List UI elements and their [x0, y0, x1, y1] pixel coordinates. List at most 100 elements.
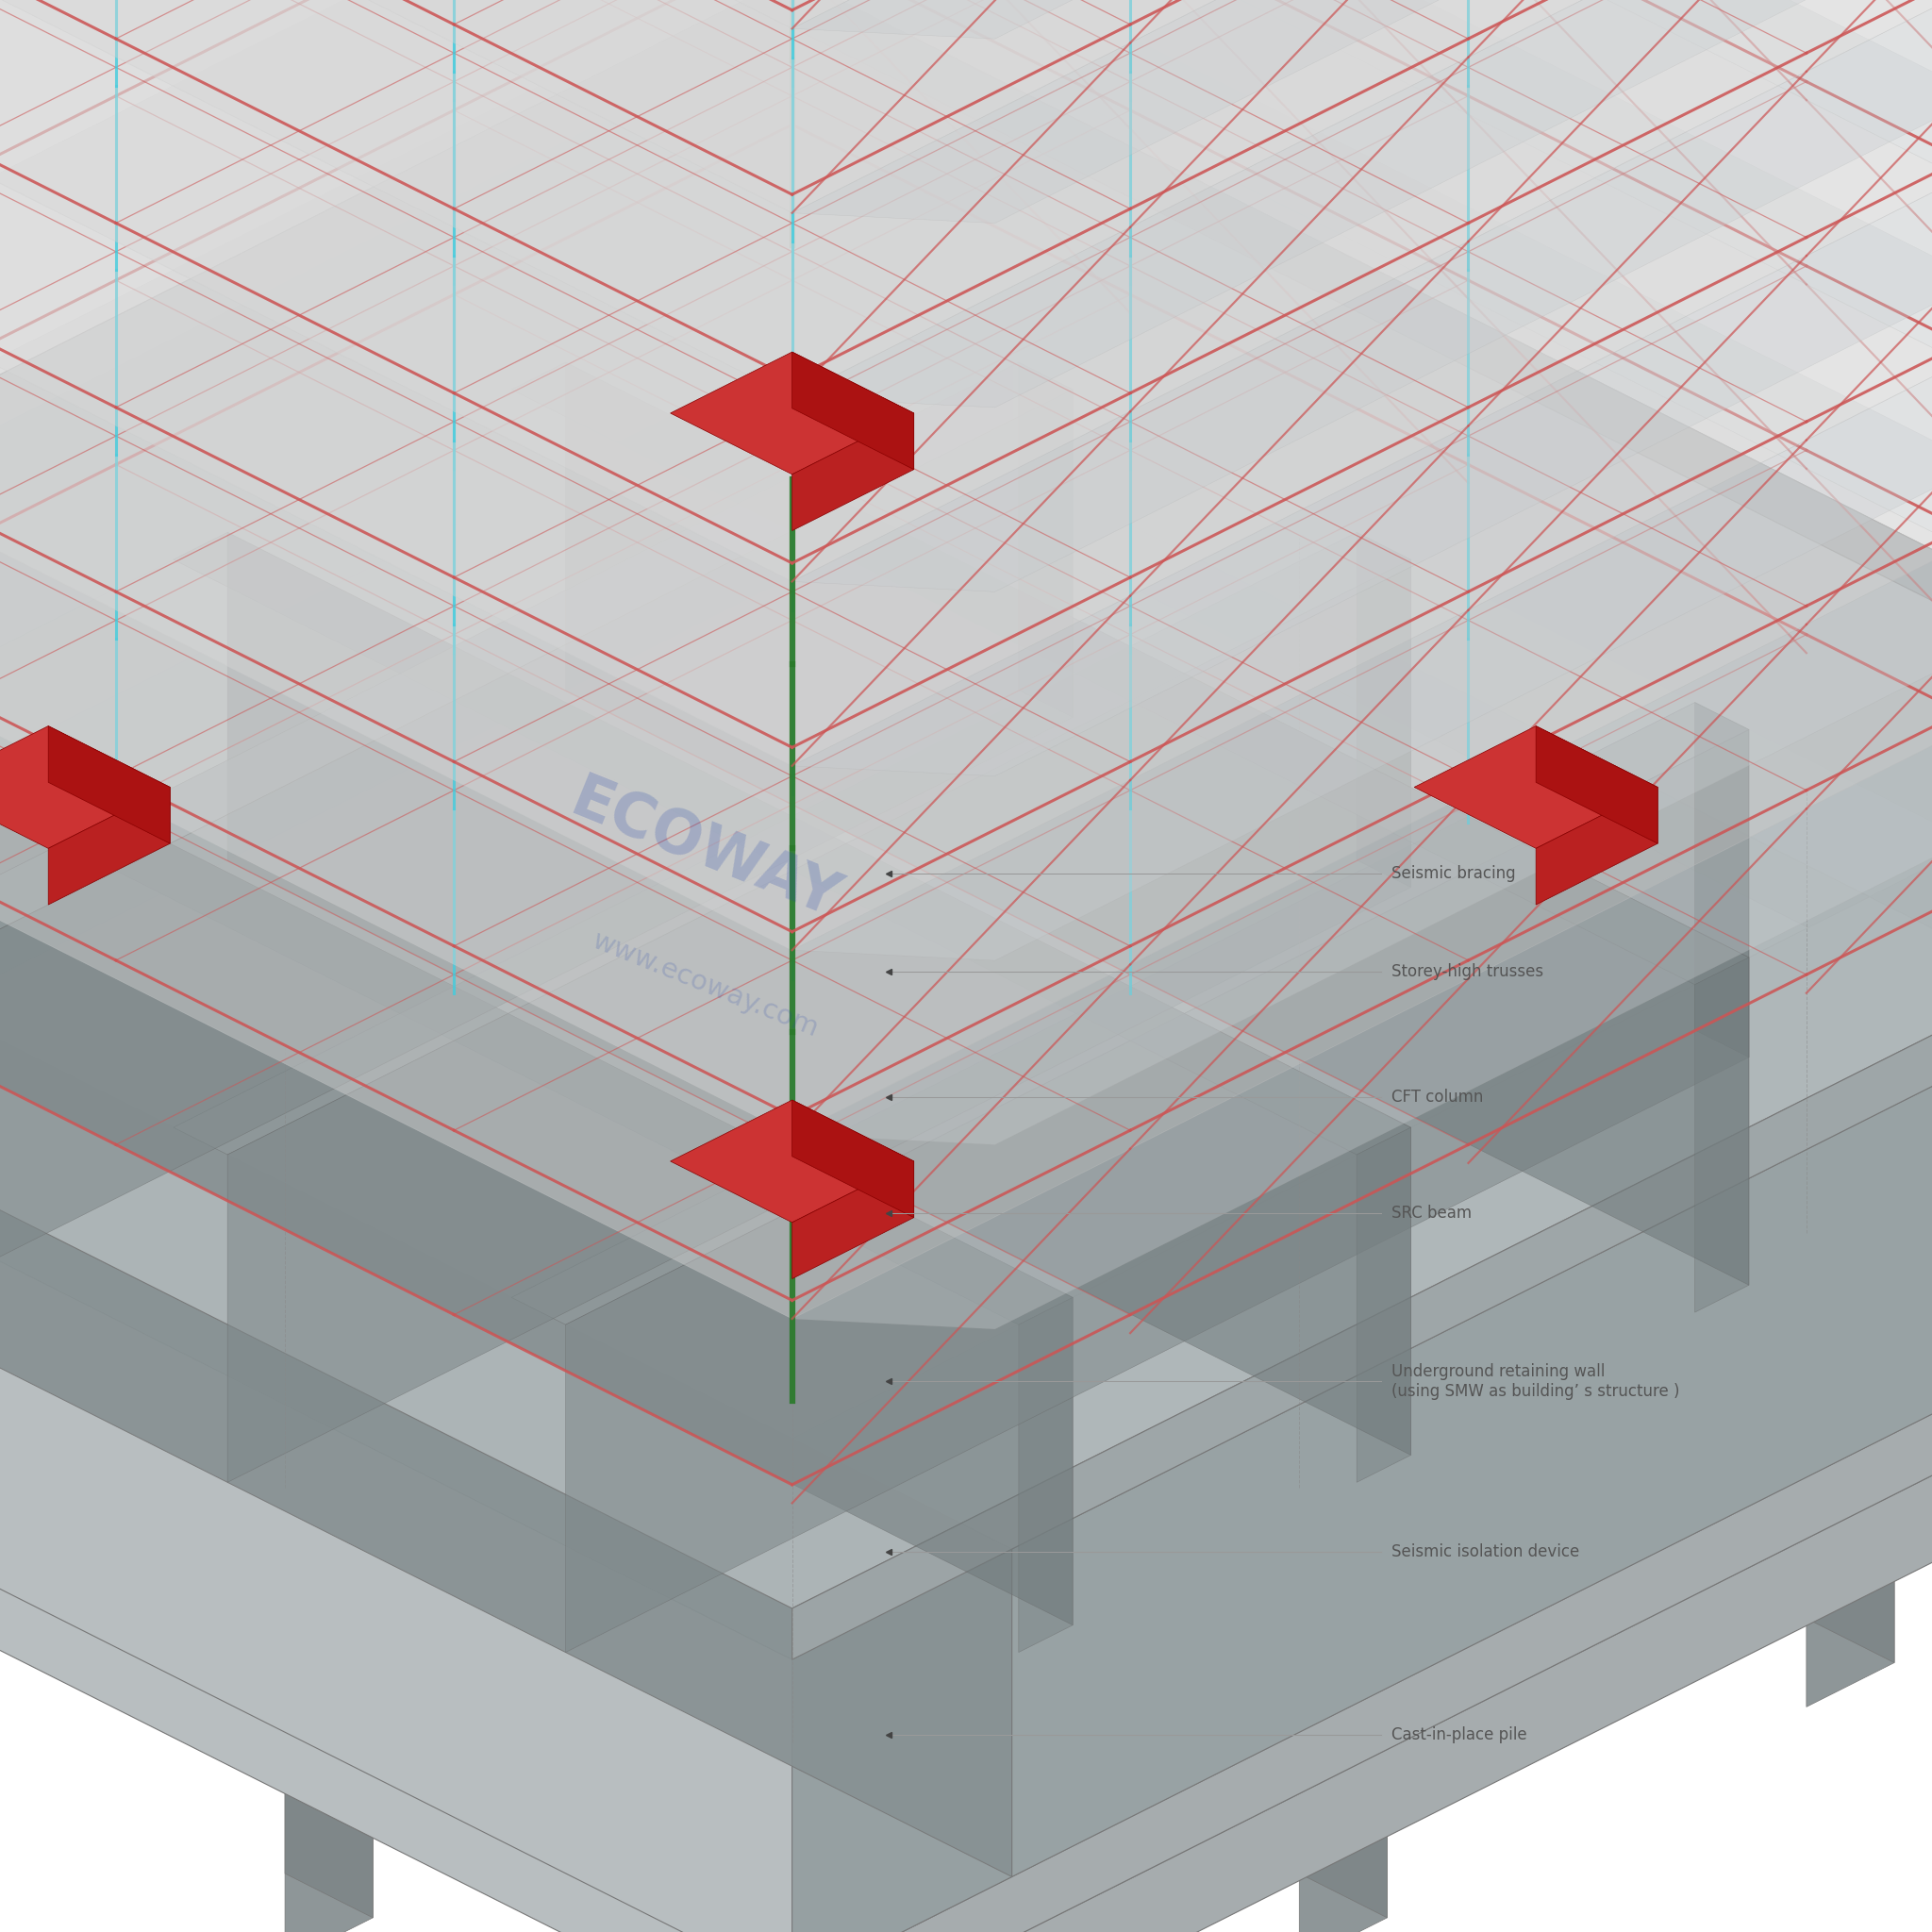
Text: Cast-in-place pile: Cast-in-place pile [1391, 1727, 1526, 1743]
Polygon shape [792, 804, 879, 1196]
Polygon shape [792, 0, 1932, 844]
Polygon shape [228, 533, 1410, 1455]
Polygon shape [792, 0, 1932, 408]
Polygon shape [1536, 786, 1658, 904]
Polygon shape [792, 1781, 879, 1932]
Polygon shape [792, 761, 879, 1153]
Text: Seismic bracing: Seismic bracing [1391, 866, 1515, 881]
Polygon shape [286, 1526, 373, 1918]
Text: ECOWAY: ECOWAY [562, 769, 848, 931]
Polygon shape [0, 390, 1072, 1312]
Polygon shape [792, 1314, 879, 1706]
Polygon shape [197, 1526, 373, 1613]
Polygon shape [1298, 1059, 1387, 1451]
Polygon shape [228, 560, 1410, 1482]
Polygon shape [286, 1059, 373, 1451]
Polygon shape [566, 730, 1748, 1652]
Polygon shape [1356, 533, 1410, 887]
Polygon shape [0, 732, 1012, 1876]
Polygon shape [792, 639, 1932, 1329]
Polygon shape [512, 703, 1748, 1325]
Polygon shape [792, 1099, 914, 1217]
Polygon shape [705, 761, 879, 848]
Polygon shape [1018, 1298, 1072, 1652]
Polygon shape [1806, 1271, 1893, 1663]
Polygon shape [0, 355, 1932, 1932]
Text: Underground retaining wall
(using SMW as building’ s structure ): Underground retaining wall (using SMW as… [1391, 1364, 1679, 1399]
Polygon shape [792, 27, 1012, 466]
Text: CFT column: CFT column [1391, 1090, 1484, 1105]
Polygon shape [1298, 1569, 1387, 1932]
Polygon shape [792, 1549, 1012, 1932]
Polygon shape [792, 413, 914, 531]
Polygon shape [0, 417, 1932, 1932]
Polygon shape [1414, 726, 1658, 848]
Polygon shape [792, 0, 1932, 591]
Polygon shape [792, 844, 1932, 1932]
Polygon shape [1694, 703, 1748, 1057]
Polygon shape [0, 0, 1932, 1320]
Polygon shape [512, 363, 1748, 985]
Polygon shape [792, 0, 1932, 224]
Polygon shape [0, 0, 1932, 213]
Polygon shape [0, 0, 1932, 398]
Polygon shape [572, 732, 1932, 1660]
Polygon shape [0, 703, 1072, 1625]
Polygon shape [703, 1781, 879, 1868]
Polygon shape [792, 792, 1932, 1660]
Polygon shape [0, 0, 1932, 29]
Polygon shape [174, 533, 1410, 1155]
Polygon shape [705, 1271, 879, 1358]
Polygon shape [1806, 1314, 1893, 1706]
Polygon shape [0, 0, 1932, 1607]
Text: SRC beam: SRC beam [1391, 1206, 1472, 1221]
Polygon shape [0, 703, 1072, 1325]
Polygon shape [0, 0, 1932, 765]
Polygon shape [197, 1016, 373, 1103]
Polygon shape [792, 1271, 879, 1663]
Polygon shape [1719, 1271, 1893, 1358]
Polygon shape [1018, 363, 1072, 717]
Polygon shape [1298, 1526, 1387, 1918]
Polygon shape [0, 363, 1072, 985]
Polygon shape [792, 0, 1932, 270]
Polygon shape [48, 786, 170, 904]
Polygon shape [792, 0, 1932, 39]
Polygon shape [0, 137, 1012, 1281]
Polygon shape [1211, 1016, 1387, 1103]
Text: www.ecoway.com: www.ecoway.com [587, 927, 823, 1043]
Polygon shape [792, 1824, 879, 1932]
Polygon shape [670, 352, 914, 475]
Polygon shape [572, 27, 1932, 954]
Polygon shape [792, 0, 1932, 639]
Polygon shape [1211, 1526, 1387, 1613]
Polygon shape [0, 732, 1012, 1660]
Polygon shape [792, 352, 914, 469]
Polygon shape [286, 1016, 373, 1408]
Polygon shape [792, 355, 1932, 1233]
Polygon shape [174, 533, 1410, 1155]
Polygon shape [48, 726, 170, 844]
Polygon shape [792, 454, 1932, 1144]
Polygon shape [1298, 1016, 1387, 1408]
Polygon shape [286, 1569, 373, 1932]
Polygon shape [0, 0, 1932, 951]
Polygon shape [566, 363, 1748, 1285]
Polygon shape [0, 0, 1932, 582]
Polygon shape [792, 1171, 1932, 1932]
Polygon shape [1694, 958, 1748, 1312]
Text: Seismic isolation device: Seismic isolation device [1391, 1544, 1578, 1559]
Polygon shape [0, 27, 1012, 954]
Polygon shape [670, 1099, 914, 1223]
Polygon shape [0, 0, 1932, 1134]
Polygon shape [792, 0, 1932, 85]
Polygon shape [0, 726, 170, 848]
Polygon shape [792, 1233, 1932, 1932]
Polygon shape [792, 85, 1932, 777]
Polygon shape [792, 417, 1932, 1320]
Polygon shape [792, 0, 1932, 454]
Polygon shape [792, 27, 1932, 1171]
Polygon shape [1536, 726, 1658, 844]
Polygon shape [792, 1161, 914, 1279]
Polygon shape [1356, 1128, 1410, 1482]
